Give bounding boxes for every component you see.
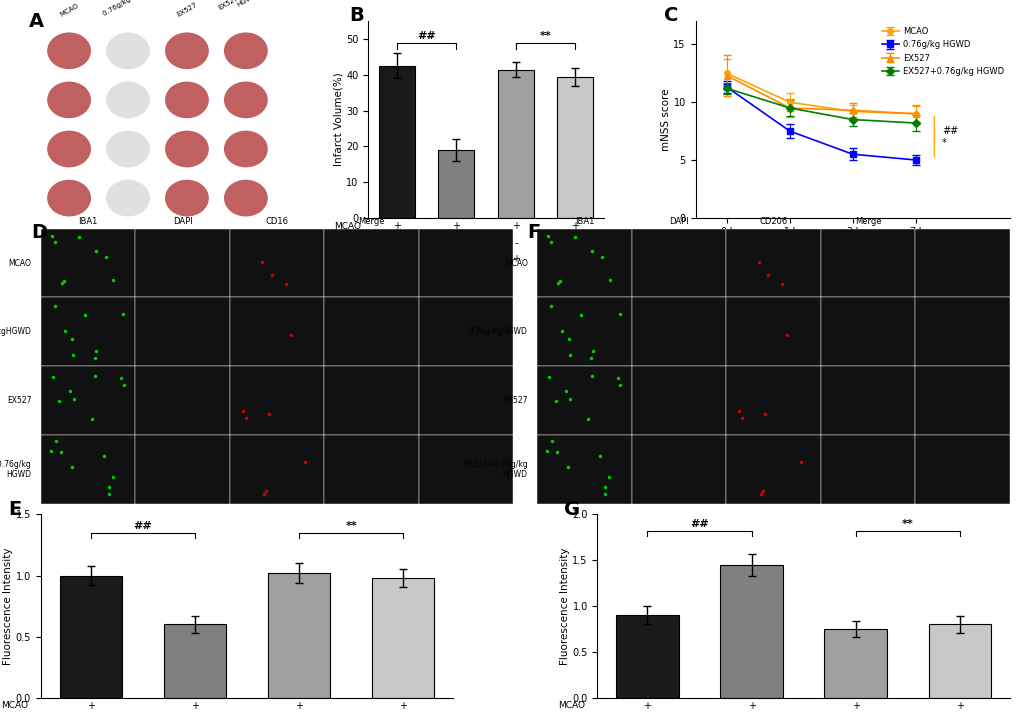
Text: F: F (527, 223, 540, 242)
Circle shape (107, 33, 149, 68)
Text: MCAO: MCAO (1, 701, 29, 710)
Text: CD16: CD16 (265, 217, 288, 226)
Y-axis label: mNSS score: mNSS score (660, 88, 671, 151)
Bar (378, 66, 414, 218)
Text: DAPI: DAPI (668, 217, 688, 226)
Text: -: - (514, 238, 517, 248)
Text: +: + (512, 221, 520, 231)
Circle shape (48, 180, 91, 216)
Y-axis label: Fluorescence Intensity: Fluorescence Intensity (559, 548, 569, 665)
Text: Merge: Merge (358, 217, 384, 226)
Text: EX527: EX527 (502, 396, 527, 405)
Text: ##: ## (133, 521, 152, 531)
Text: 0.76g/kgHGWD: 0.76g/kgHGWD (0, 328, 32, 336)
Text: +: + (747, 701, 755, 711)
Text: +: + (398, 701, 407, 711)
Text: CD206: CD206 (758, 217, 787, 226)
Legend: MCAO, 0.76g/kg HGWD, EX527, EX527+0.76g/kg HGWD: MCAO, 0.76g/kg HGWD, EX527, EX527+0.76g/… (879, 26, 1005, 78)
Circle shape (224, 33, 267, 68)
Text: +: + (571, 254, 579, 264)
Circle shape (48, 83, 91, 117)
Text: MCAO: MCAO (58, 2, 79, 17)
Text: ##: ## (417, 31, 435, 41)
Text: EX527+0.76g/kg
HGWD: EX527+0.76g/kg HGWD (0, 459, 32, 479)
Text: DAPI: DAPI (172, 217, 193, 226)
Text: ##: ## (690, 519, 708, 529)
Text: 0.76g/kg HGWD: 0.76g/kg HGWD (288, 239, 361, 247)
Y-axis label: Fluorescence Intensity: Fluorescence Intensity (3, 548, 13, 665)
Text: +: + (512, 254, 520, 264)
Text: +: + (851, 701, 859, 711)
Text: +: + (87, 701, 95, 711)
Bar (268, 573, 330, 698)
Bar (163, 624, 226, 698)
Text: **: ** (344, 521, 357, 531)
Bar (497, 70, 533, 218)
Text: EX527: EX527 (332, 255, 361, 264)
Circle shape (48, 33, 91, 68)
Text: +: + (571, 221, 579, 231)
Text: -: - (454, 254, 458, 264)
Bar (372, 578, 434, 698)
Text: IBA1: IBA1 (78, 217, 98, 226)
Bar (927, 624, 990, 698)
Text: A: A (29, 11, 44, 31)
Text: B: B (348, 6, 364, 25)
Circle shape (165, 33, 208, 68)
Text: IBA1: IBA1 (574, 217, 593, 226)
Circle shape (165, 131, 208, 167)
Text: Merge: Merge (854, 217, 880, 226)
Text: EX527+0.76g/kg
HGWD: EX527+0.76g/kg HGWD (217, 0, 274, 17)
Text: +: + (571, 238, 579, 248)
Circle shape (224, 180, 267, 216)
Text: +: + (191, 701, 199, 711)
Text: +: + (955, 701, 963, 711)
Circle shape (48, 131, 91, 167)
Text: -: - (394, 254, 398, 264)
Text: D: D (32, 223, 48, 242)
Circle shape (165, 83, 208, 117)
Text: E: E (8, 500, 21, 519)
Text: ##: ## (941, 126, 957, 136)
Circle shape (165, 180, 208, 216)
Circle shape (107, 131, 149, 167)
Text: MCAO: MCAO (8, 258, 32, 268)
Text: +: + (392, 221, 400, 231)
Circle shape (224, 83, 267, 117)
Text: +: + (451, 238, 460, 248)
Text: MCAO: MCAO (504, 258, 527, 268)
Text: EX527: EX527 (7, 396, 32, 405)
Text: **: ** (901, 519, 913, 529)
Text: *: * (941, 137, 946, 147)
Text: -: - (394, 238, 398, 248)
Text: 0.76g/kgHGWD: 0.76g/kgHGWD (469, 328, 527, 336)
Text: +: + (643, 701, 651, 711)
Text: +: + (451, 221, 460, 231)
Circle shape (107, 83, 149, 117)
Text: 0.76g/kg HGWD: 0.76g/kg HGWD (102, 0, 154, 17)
Bar (615, 615, 678, 698)
Text: C: C (663, 6, 678, 25)
Bar (438, 150, 474, 218)
Bar (719, 565, 782, 698)
Text: EX527: EX527 (175, 1, 198, 17)
Text: +: + (294, 701, 303, 711)
Bar (823, 629, 887, 698)
Bar (557, 77, 593, 218)
Circle shape (224, 131, 267, 167)
Text: **: ** (539, 31, 551, 41)
Text: G: G (564, 500, 580, 519)
Y-axis label: Infarct Volume(%): Infarct Volume(%) (333, 73, 343, 167)
Bar (59, 575, 122, 698)
Text: MCAO: MCAO (333, 221, 361, 231)
Text: MCAO: MCAO (557, 701, 584, 710)
Circle shape (107, 180, 149, 216)
Text: EX527+0.76g/kg
HGWD: EX527+0.76g/kg HGWD (463, 459, 527, 479)
